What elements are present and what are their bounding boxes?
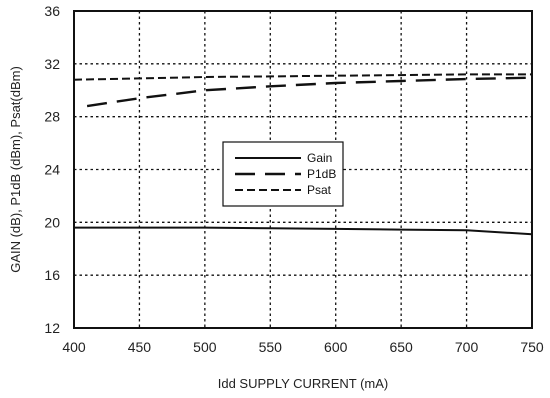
y-tick-label: 24 (44, 162, 60, 178)
series-layer (73, 73, 533, 236)
y-tick-label: 28 (44, 109, 60, 125)
legend-label-p1db: P1dB (307, 167, 336, 181)
y-tick-label: 12 (44, 320, 60, 336)
y-tick-label: 36 (44, 3, 60, 19)
x-tick-label: 500 (193, 339, 217, 355)
series-line-psat (73, 73, 532, 81)
series-line-p1db (86, 76, 533, 108)
series-line-gain (74, 226, 533, 236)
x-tick-label: 550 (259, 339, 283, 355)
x-tick-label: 400 (62, 339, 86, 355)
x-tick-label: 700 (455, 339, 479, 355)
y-tick-label: 20 (44, 214, 60, 230)
legend-label-gain: Gain (307, 151, 332, 165)
x-tick-label: 600 (324, 339, 348, 355)
x-tick-label: 750 (520, 339, 544, 355)
legend: Gain P1dB Psat (222, 141, 344, 207)
x-axis-title: Idd SUPPLY CURRENT (mA) (218, 376, 389, 391)
x-tick-label: 650 (389, 339, 413, 355)
tick-labels: 400 450 500 550 600 650 700 750 12 16 20 24 28 32 36 (44, 3, 543, 355)
plot-frame (73, 10, 533, 329)
x-tick-label: 450 (128, 339, 152, 355)
y-tick-label: 16 (44, 267, 60, 283)
y-axis-title: GAIN (dB), P1dB (dBm), Psat(dBm) (8, 66, 23, 273)
grid-lines (74, 11, 532, 328)
legend-label-psat: Psat (307, 183, 332, 197)
y-tick-label: 32 (44, 56, 60, 72)
